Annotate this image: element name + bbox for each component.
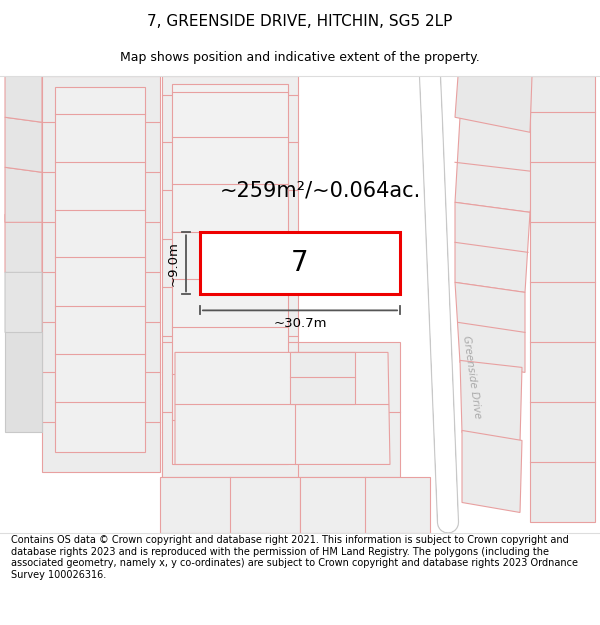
Polygon shape (162, 76, 298, 478)
Polygon shape (55, 88, 145, 452)
Polygon shape (8, 88, 38, 172)
Polygon shape (172, 84, 288, 464)
Text: ~9.0m: ~9.0m (167, 241, 179, 286)
Polygon shape (5, 76, 42, 122)
Polygon shape (462, 431, 522, 512)
Text: Map shows position and indicative extent of the property.: Map shows position and indicative extent… (120, 51, 480, 64)
Text: 7: 7 (291, 249, 309, 278)
Text: ~259m²/~0.064ac.: ~259m²/~0.064ac. (220, 180, 421, 200)
Polygon shape (460, 361, 522, 442)
Polygon shape (455, 76, 532, 132)
Polygon shape (5, 118, 42, 172)
Polygon shape (455, 118, 545, 212)
Polygon shape (530, 76, 595, 522)
Polygon shape (5, 214, 42, 278)
Polygon shape (162, 342, 400, 478)
Text: Greenside Drive: Greenside Drive (461, 335, 483, 419)
Text: ~30.7m: ~30.7m (273, 317, 327, 330)
Polygon shape (455, 202, 530, 292)
Polygon shape (42, 76, 160, 472)
Polygon shape (300, 478, 430, 532)
Polygon shape (175, 352, 390, 464)
Text: 7, GREENSIDE DRIVE, HITCHIN, SG5 2LP: 7, GREENSIDE DRIVE, HITCHIN, SG5 2LP (148, 14, 452, 29)
Polygon shape (455, 282, 525, 372)
Polygon shape (5, 272, 42, 338)
Polygon shape (290, 352, 355, 404)
Polygon shape (5, 168, 42, 222)
Text: Contains OS data © Crown copyright and database right 2021. This information is : Contains OS data © Crown copyright and d… (11, 535, 578, 580)
Polygon shape (5, 332, 42, 432)
Bar (200, 232, 400, 294)
Polygon shape (160, 478, 300, 532)
